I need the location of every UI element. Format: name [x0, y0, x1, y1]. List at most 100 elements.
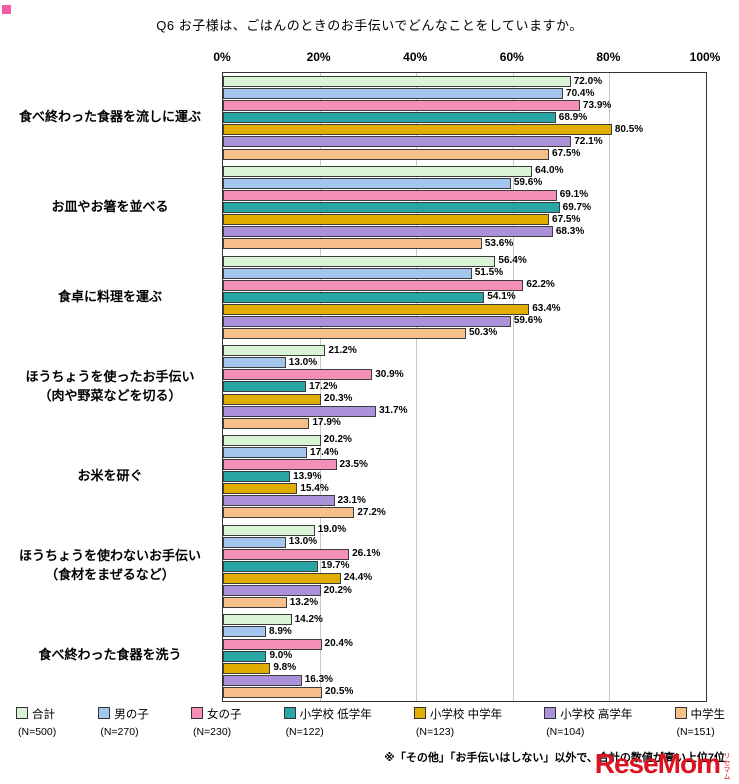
- bar-value-label: 15.4%: [300, 482, 329, 494]
- bar: [223, 255, 496, 267]
- legend-name: 合計: [32, 709, 55, 721]
- bar-value-label: 56.4%: [498, 255, 527, 267]
- legend-text: 合計 (N=500): [18, 706, 56, 738]
- bar-row: 20.4%: [223, 638, 706, 650]
- bar-value-label: 69.1%: [559, 189, 589, 201]
- bar-value-label: 27.2%: [357, 506, 386, 518]
- bar: [223, 572, 341, 584]
- bar: [223, 507, 355, 519]
- bar-row: 17.9%: [223, 417, 706, 429]
- bar-row: 16.3%: [223, 674, 706, 686]
- bar-row: 67.5%: [223, 214, 706, 226]
- bar-value-label: 69.7%: [562, 201, 591, 213]
- x-tick-label: 60%: [499, 50, 524, 64]
- bar: [223, 536, 286, 548]
- bar-row: 23.5%: [223, 458, 706, 471]
- legend-swatch: [413, 707, 426, 719]
- bar-value-label: 53.6%: [484, 237, 514, 249]
- bar-value-label: 68.3%: [555, 225, 585, 237]
- bar-row: 26.1%: [223, 548, 706, 560]
- bar-row: 14.2%: [223, 614, 706, 626]
- bar-value-label: 67.5%: [552, 148, 581, 160]
- bar-row: 20.2%: [223, 585, 706, 597]
- bar-value-label: 30.9%: [375, 368, 404, 380]
- legend-text: 男の子 (N=270): [100, 706, 149, 738]
- bar: [223, 381, 307, 393]
- legend-text: 小学校 中学年 (N=123): [416, 706, 503, 738]
- bar-value-label: 63.4%: [532, 303, 561, 315]
- bar-value-label: 20.3%: [324, 393, 353, 405]
- bar: [223, 662, 271, 674]
- bar-value-label: 21.2%: [328, 344, 357, 356]
- bar: [223, 548, 350, 560]
- bar-row: 50.3%: [223, 327, 706, 339]
- bar: [223, 214, 550, 226]
- category-label: お皿やお箸を並べる: [51, 198, 169, 214]
- legend-text: 中学生 (N=151): [677, 706, 726, 738]
- bar: [223, 279, 524, 291]
- legend-name: 中学生: [690, 709, 726, 721]
- bar-row: 72.0%: [223, 76, 706, 88]
- bar-value-label: 70.4%: [566, 87, 595, 99]
- bar-row: 80.5%: [223, 123, 706, 136]
- bar: [223, 136, 572, 148]
- legend-swatch: [16, 707, 28, 719]
- resemom-logo-ruby: リセマム: [723, 752, 730, 780]
- legend-name: 小学校 高学年: [560, 709, 633, 721]
- x-tick-label: 40%: [403, 50, 428, 64]
- bar: [223, 76, 571, 88]
- category-label: ほうちょうを使わないお手伝い （食材をまぜるなど）: [18, 547, 201, 583]
- bar-row: 9.0%: [223, 650, 706, 662]
- resemom-logo-text: ReseMom: [594, 748, 721, 779]
- bar-group: 21.2% 13.0% 30.9% 17.2% 20.3% 31.7% 17.9%: [223, 342, 706, 432]
- bar: [223, 417, 310, 429]
- bar-value-label: 17.4%: [310, 446, 339, 458]
- bar-value-label: 8.9%: [268, 625, 292, 637]
- bar-row: 20.2%: [223, 434, 706, 446]
- x-tick-label: 80%: [596, 50, 621, 64]
- bar: [223, 524, 315, 536]
- bar: [223, 165, 533, 177]
- legend-item: 男の子 (N=270): [98, 706, 149, 738]
- bar-value-label: 80.5%: [614, 123, 644, 135]
- bar-row: 68.9%: [223, 111, 706, 124]
- bar-value-label: 20.4%: [324, 638, 353, 650]
- bar: [223, 357, 286, 369]
- chart-title: Q6 お子様は、ごはんのときのお手伝いでどんなことをしていますか。: [156, 18, 583, 33]
- bar: [223, 88, 564, 100]
- bar: [223, 369, 373, 381]
- bar-value-label: 62.2%: [526, 279, 555, 291]
- bar-value-label: 13.2%: [289, 596, 319, 608]
- bar: [223, 459, 337, 471]
- bar-row: 69.1%: [223, 189, 706, 201]
- legend-name: 小学校 中学年: [429, 709, 503, 721]
- bar: [223, 483, 298, 495]
- category-label: 食べ終わった食器を流しに運ぶ: [18, 109, 201, 125]
- bar: [223, 315, 511, 327]
- bar-value-label: 17.2%: [309, 380, 338, 392]
- bar-row: 20.3%: [223, 393, 706, 405]
- legend-swatch: [544, 707, 557, 719]
- bar-value-label: 68.9%: [558, 111, 588, 123]
- gridlines: [223, 73, 706, 701]
- legend-sample-size: (N=270): [100, 726, 139, 738]
- bar-row: 15.4%: [223, 482, 706, 495]
- bar-row: 13.9%: [223, 471, 706, 483]
- bar-row: 8.9%: [223, 625, 706, 638]
- bar: [223, 674, 302, 686]
- bar-row: 64.0%: [223, 165, 706, 177]
- bar-plot: 72.0% 70.4% 73.9% 68.9% 80.5% 72.1% 67.5% 64.0%…: [223, 73, 706, 701]
- legend-item: 合計 (N=500): [16, 706, 56, 738]
- bar-group: 19.0% 13.0% 26.1% 19.7% 24.4% 20.2% 13.2%: [223, 522, 706, 612]
- bar: [223, 405, 377, 417]
- bar-value-label: 19.7%: [321, 560, 350, 572]
- bar: [223, 560, 319, 572]
- bar-value-label: 23.5%: [339, 458, 368, 470]
- bar-value-label: 64.0%: [535, 165, 564, 177]
- legend-item: 小学校 中学年 (N=123): [413, 706, 503, 738]
- corner-marker-icon: [2, 5, 11, 14]
- bar-row: 51.5%: [223, 267, 706, 279]
- bar: [223, 238, 482, 250]
- bar-row: 56.4%: [223, 255, 706, 267]
